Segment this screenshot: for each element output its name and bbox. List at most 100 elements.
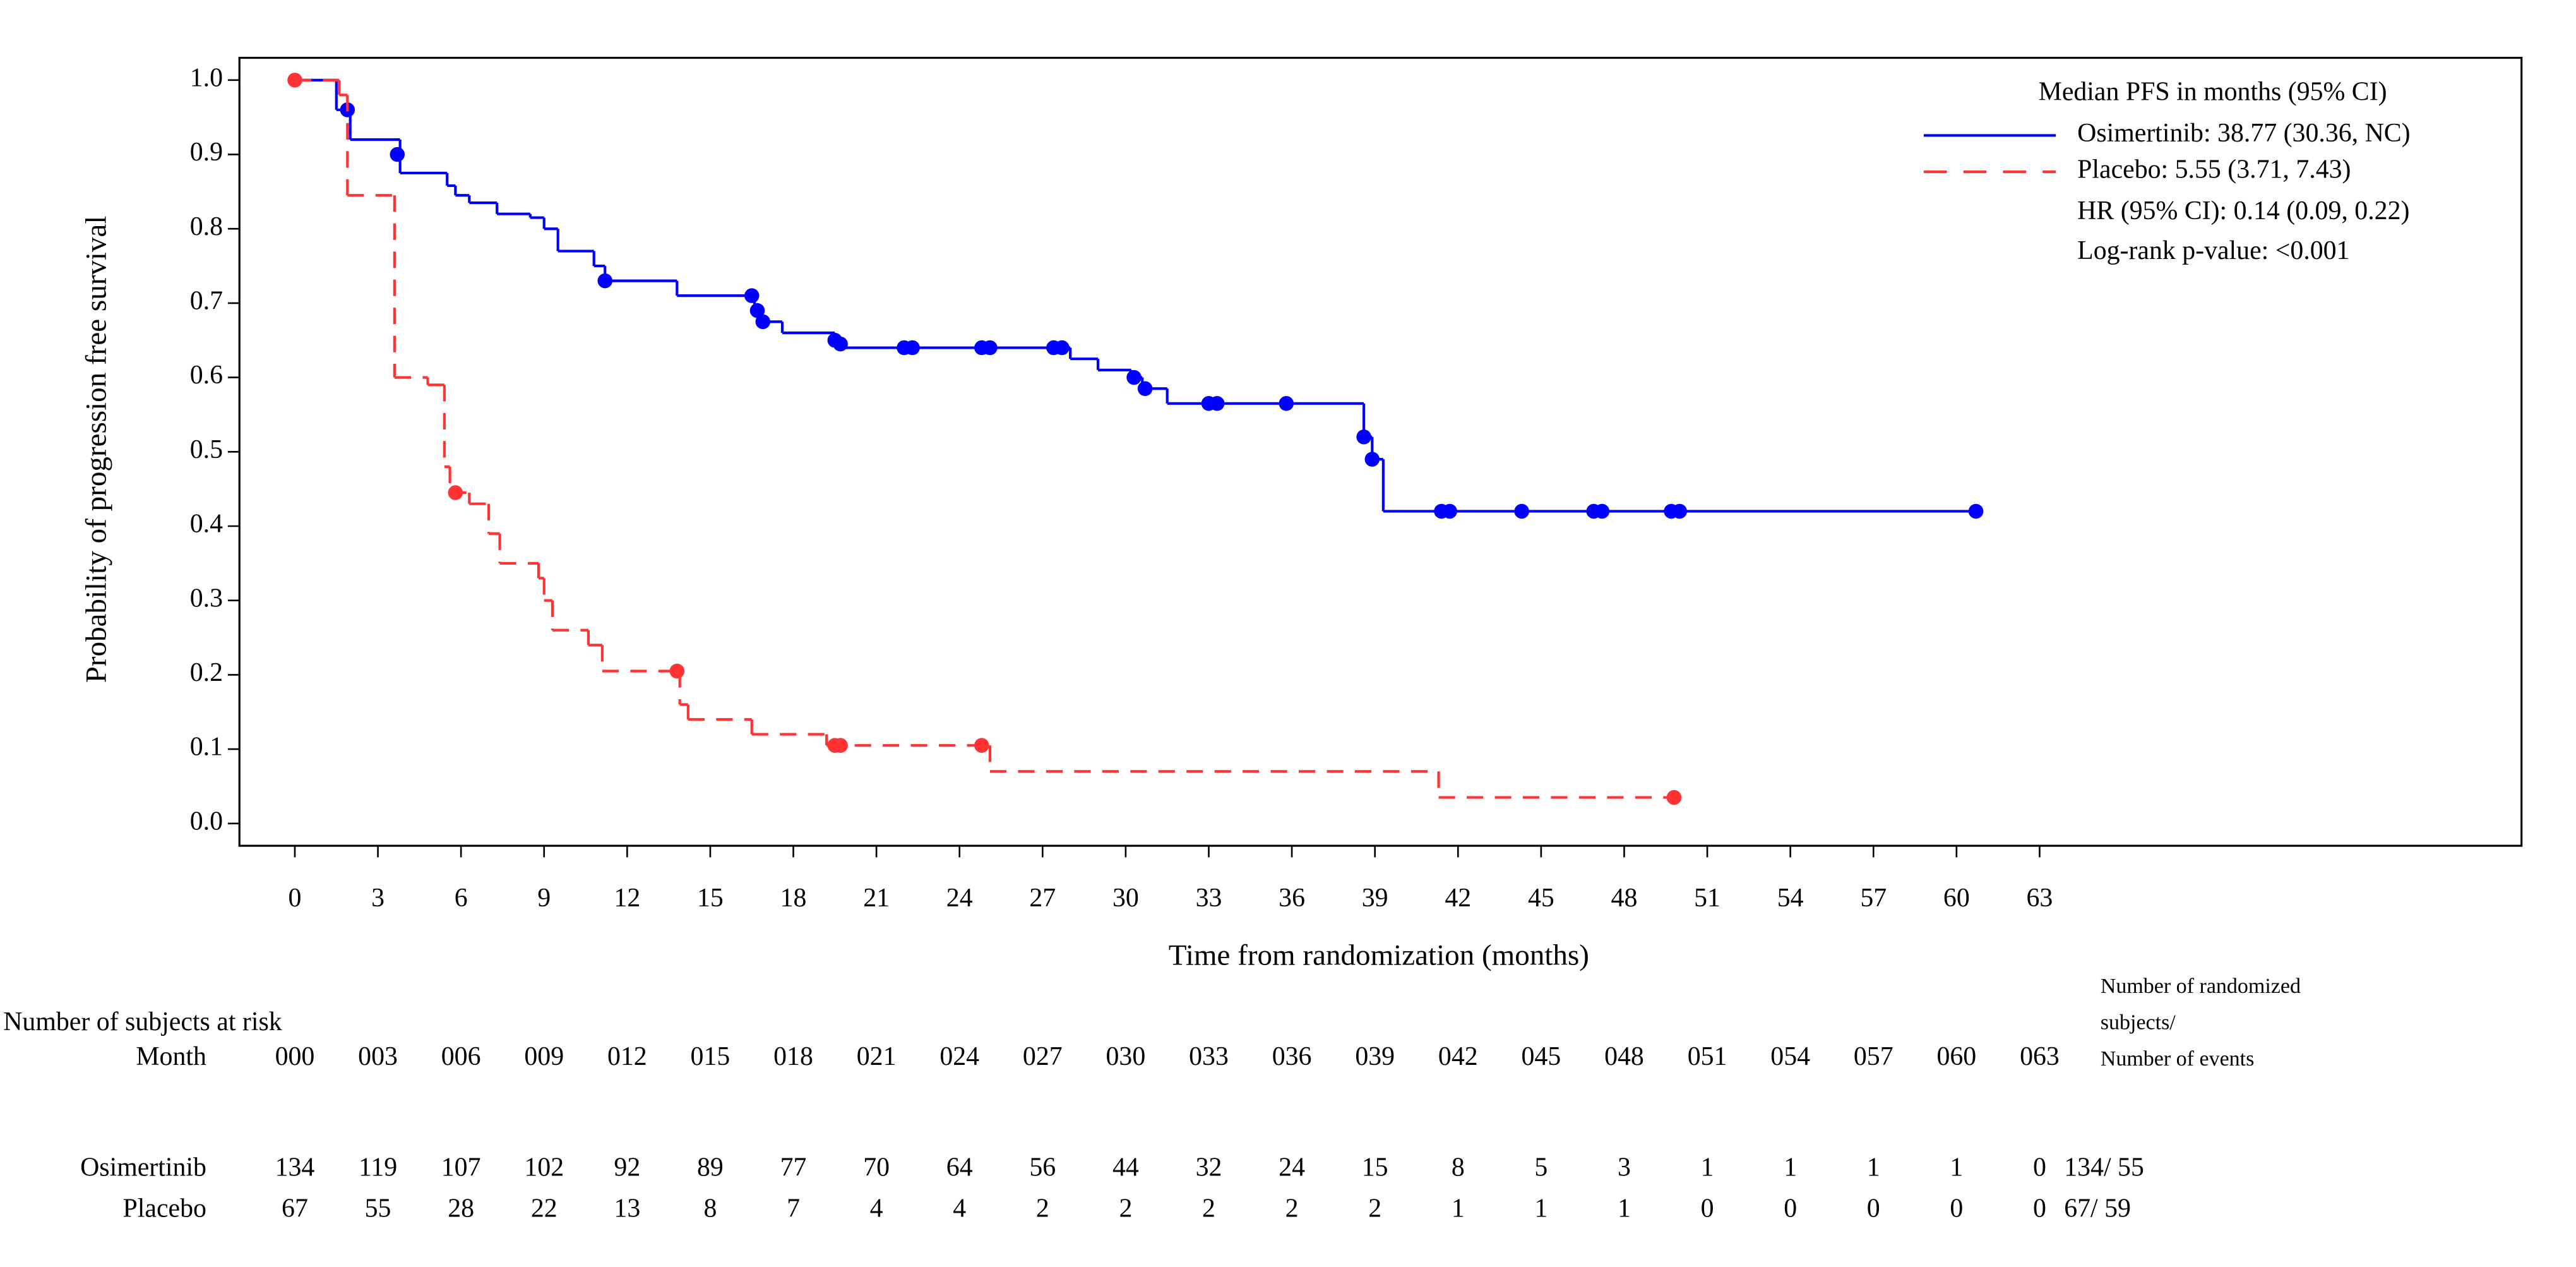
risk-month: 054 xyxy=(1770,1042,1810,1071)
censor-marker xyxy=(744,288,760,303)
censor-marker xyxy=(1594,503,1610,519)
censor-marker xyxy=(1126,369,1142,385)
risk-count: 1 xyxy=(1701,1153,1714,1182)
risk-month: 027 xyxy=(1023,1042,1063,1071)
x-tick-label: 42 xyxy=(1445,884,1471,913)
censor-marker xyxy=(287,73,302,88)
legend-note: Log-rank p-value: <0.001 xyxy=(2077,236,2349,265)
risk-count: 4 xyxy=(870,1194,883,1223)
risk-count: 2 xyxy=(1119,1194,1132,1223)
x-tick-label: 33 xyxy=(1196,884,1222,913)
risk-count: 7 xyxy=(787,1194,800,1223)
risk-count: 5 xyxy=(1534,1153,1547,1182)
censor-marker xyxy=(905,340,920,356)
risk-count: 44 xyxy=(1112,1153,1139,1182)
risk-count: 3 xyxy=(1618,1153,1631,1182)
risk-month: 036 xyxy=(1272,1042,1312,1071)
x-tick-label: 48 xyxy=(1611,884,1638,913)
censor-marker xyxy=(1968,503,1984,519)
risk-month: 018 xyxy=(773,1042,813,1071)
risk-month: 012 xyxy=(607,1042,647,1071)
risk-month: 063 xyxy=(2020,1042,2060,1071)
risk-month: 006 xyxy=(441,1042,481,1071)
risk-count: 0 xyxy=(1701,1194,1714,1223)
censor-marker xyxy=(749,303,765,318)
risk-count: 1 xyxy=(1784,1153,1797,1182)
risk-total: 67/ 59 xyxy=(2064,1194,2131,1223)
risk-count: 102 xyxy=(524,1153,564,1182)
risk-month: 042 xyxy=(1438,1042,1478,1071)
censor-marker xyxy=(1137,381,1153,397)
risk-count: 28 xyxy=(448,1194,474,1223)
censor-marker xyxy=(1054,340,1070,356)
censor-marker xyxy=(1209,396,1225,411)
risk-count: 2 xyxy=(1202,1194,1215,1223)
risk-table-title: Number of subjects at risk xyxy=(3,1007,282,1036)
risk-count: 0 xyxy=(1867,1194,1880,1223)
risk-count: 1 xyxy=(1950,1153,1963,1182)
legend-note: HR (95% CI): 0.14 (0.09, 0.22) xyxy=(2077,196,2409,225)
risk-count: 13 xyxy=(614,1194,640,1223)
risk-month: 039 xyxy=(1355,1042,1395,1071)
censor-marker xyxy=(1442,503,1457,519)
risk-month: 030 xyxy=(1106,1042,1146,1071)
risk-count: 107 xyxy=(441,1153,481,1182)
risk-count: 1 xyxy=(1534,1194,1547,1223)
risk-count: 22 xyxy=(531,1194,558,1223)
censor-marker xyxy=(755,314,771,330)
risk-month: 000 xyxy=(275,1042,315,1071)
legend-entry: Osimertinib: 38.77 (30.36, NC) xyxy=(2077,119,2410,148)
censor-marker xyxy=(833,336,848,352)
risk-row-name: Osimertinib xyxy=(80,1153,206,1182)
x-tick-label: 60 xyxy=(1943,884,1970,913)
risk-count: 32 xyxy=(1196,1153,1222,1182)
y-tick-label: 0.5 xyxy=(190,435,223,464)
x-tick-label: 9 xyxy=(537,884,551,913)
x-tick-label: 3 xyxy=(371,884,385,913)
x-tick-label: 45 xyxy=(1528,884,1554,913)
x-tick-label: 18 xyxy=(780,884,807,913)
risk-month: 057 xyxy=(1854,1042,1893,1071)
risk-month: 045 xyxy=(1522,1042,1561,1071)
risk-count: 0 xyxy=(1950,1194,1963,1223)
censor-marker xyxy=(1666,790,1682,805)
risk-count: 64 xyxy=(946,1153,973,1182)
censor-marker xyxy=(982,340,998,356)
y-tick-label: 0.2 xyxy=(190,658,223,687)
legend-title: Median PFS in months (95% CI) xyxy=(2039,78,2387,107)
risk-count: 2 xyxy=(1368,1194,1381,1223)
legend-entry: Placebo: 5.55 (3.71, 7.43) xyxy=(2077,155,2351,184)
risk-count: 0 xyxy=(1784,1194,1797,1223)
x-tick-label: 54 xyxy=(1777,884,1804,913)
risk-count: 0 xyxy=(2033,1194,2046,1223)
risk-count: 70 xyxy=(863,1153,890,1182)
censor-marker xyxy=(669,663,685,679)
censor-marker xyxy=(974,738,989,753)
y-tick-label: 0.7 xyxy=(190,287,223,316)
censor-marker xyxy=(1356,429,1371,445)
risk-month: 060 xyxy=(1936,1042,1976,1071)
risk-month-label: Month xyxy=(136,1042,206,1071)
x-tick-label: 57 xyxy=(1860,884,1887,913)
censor-marker xyxy=(1279,396,1294,411)
risk-count: 55 xyxy=(365,1194,391,1223)
y-tick-label: 1.0 xyxy=(190,63,223,92)
censor-marker xyxy=(833,738,848,753)
x-tick-label: 30 xyxy=(1112,884,1139,913)
risk-count: 8 xyxy=(1452,1153,1465,1182)
x-tick-label: 51 xyxy=(1694,884,1720,913)
x-tick-label: 24 xyxy=(946,884,973,913)
x-tick-label: 6 xyxy=(455,884,468,913)
x-tick-label: 12 xyxy=(614,884,640,913)
censor-marker xyxy=(597,273,613,289)
risk-count: 2 xyxy=(1036,1194,1049,1223)
y-tick-label: 0.3 xyxy=(190,584,223,613)
risk-count: 119 xyxy=(359,1153,397,1182)
risk-count: 24 xyxy=(1279,1153,1305,1182)
y-tick-label: 0.4 xyxy=(190,510,223,539)
censor-marker xyxy=(390,147,405,162)
risk-count: 1 xyxy=(1618,1194,1631,1223)
risk-count: 77 xyxy=(780,1153,807,1182)
y-tick-label: 0.0 xyxy=(190,807,223,836)
